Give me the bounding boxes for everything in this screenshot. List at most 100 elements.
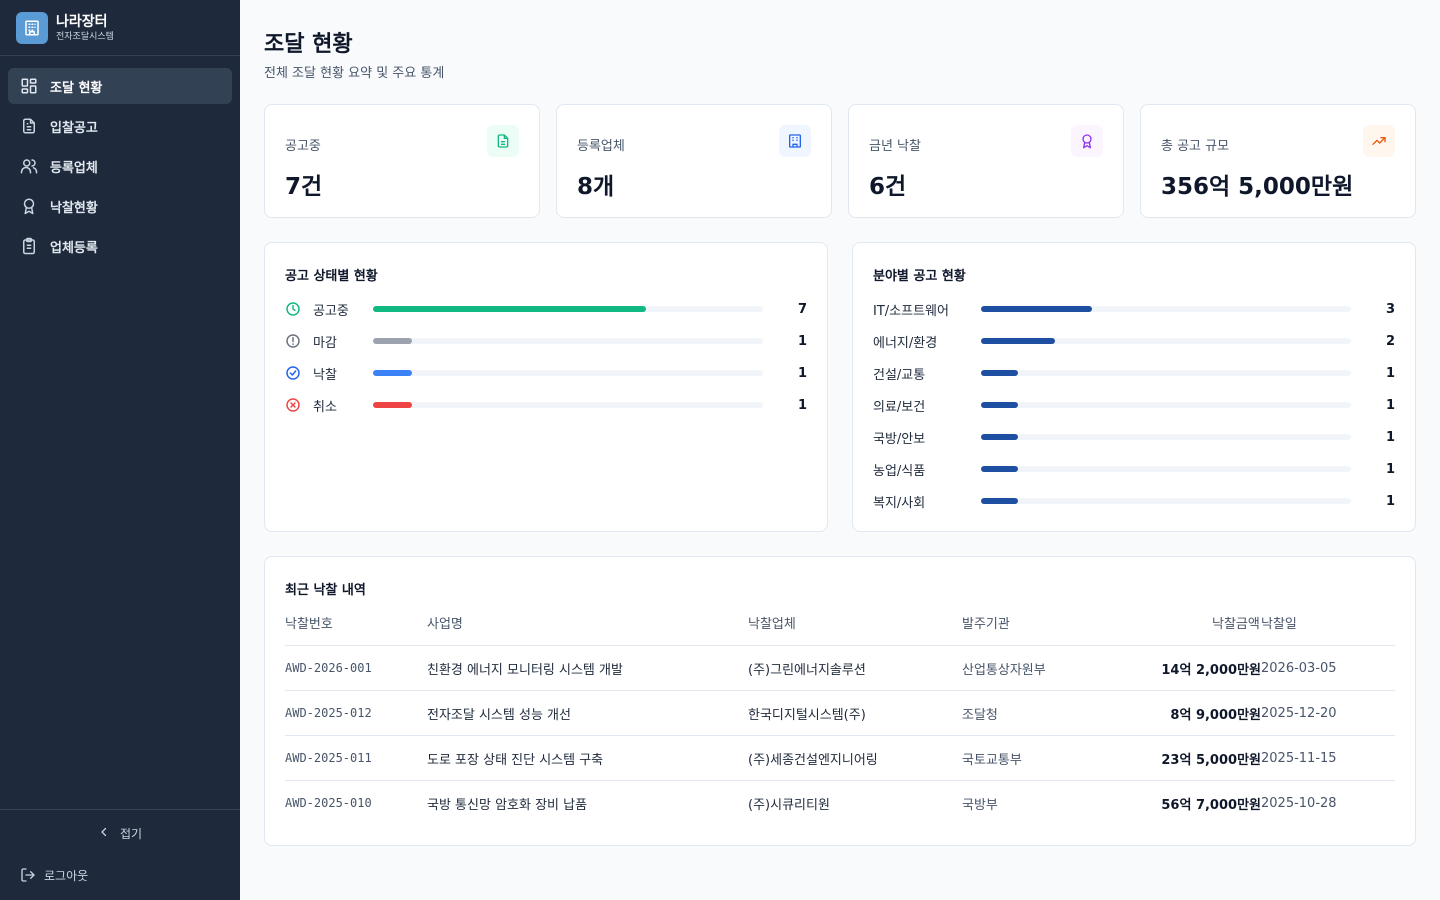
logout-icon [20,867,36,883]
category-bar-fill [981,466,1018,472]
category-bar-track [981,370,1351,376]
award-id: AWD-2025-010 [285,796,372,810]
column-header-date: 낙찰일 [1261,617,1297,632]
category-label: 복지/사회 [873,495,926,511]
stat-value: 356억 5,000만원 [1161,174,1354,200]
status-row-cancelled: 취소 1 [285,395,807,415]
project-name: 친환경 에너지 모니터링 시스템 개발 [427,662,623,678]
sidebar-item-register[interactable]: 업체등록 [8,228,232,264]
clipboard-icon [20,237,38,255]
category-bar-track [981,466,1351,472]
award-date: 2026-03-05 [1261,660,1337,676]
category-count: 1 [1385,429,1395,445]
document-icon [487,125,519,157]
award-amount: 14억 2,000만원 [1161,662,1261,678]
column-header-id: 낙찰번호 [285,617,333,632]
table-row[interactable]: AWD-2025-010 국방 통신망 암호화 장비 납품 (주)시큐리티원 국방부 5… [285,781,1395,826]
table-row[interactable]: AWD-2025-011 도로 포장 상태 진단 시스템 구축 (주)세종건설엔지니… [285,736,1395,781]
column-header-amount: 낙찰금액 [1212,617,1260,632]
brand[interactable]: 나라장터 전자조달시스템 [0,0,240,56]
sidebar-item-label: 등록업체 [50,160,98,176]
sidebar-item-label: 업체등록 [50,240,98,256]
sidebar-item-companies[interactable]: 등록업체 [8,148,232,184]
stat-card-open-bids: 공고중 7건 [264,104,540,218]
status-bar-track [373,338,763,344]
company-name: (주)세종건설엔지니어링 [748,752,878,768]
table-row[interactable]: AWD-2026-001 친환경 에너지 모니터링 시스템 개발 (주)그린에너지솔… [285,646,1395,691]
status-bar-track [373,370,763,376]
stat-value: 7건 [285,174,323,200]
stat-label: 총 공고 규모 [1161,139,1230,154]
column-header-project: 사업명 [427,617,463,632]
agency-name: 조달청 [962,707,998,723]
status-row-closed: 마감 1 [285,331,807,351]
column-header-agency: 발주기관 [962,617,1010,632]
project-name: 국방 통신망 암호화 장비 납품 [427,797,588,813]
stat-value: 6건 [869,174,907,200]
page-title: 조달 현황 [264,32,353,57]
status-count: 7 [797,301,807,317]
category-row: 복지/사회 1 [873,491,1395,511]
stat-card-companies: 등록업체 8개 [556,104,832,218]
award-id: AWD-2026-001 [285,661,372,675]
status-bar-track [373,402,763,408]
status-label: 공고중 [313,303,349,319]
company-name: (주)시큐리티원 [748,797,830,813]
award-id: AWD-2025-012 [285,706,372,720]
company-name: (주)그린에너지솔루션 [748,662,866,678]
category-row: 에너지/환경 2 [873,331,1395,351]
stat-label: 금년 낙찰 [869,139,921,154]
stat-label: 등록업체 [577,139,625,154]
award-date: 2025-11-15 [1261,750,1337,766]
project-name: 도로 포장 상태 진단 시스템 구축 [427,752,604,768]
project-name: 전자조달 시스템 성능 개선 [427,707,571,723]
page-subtitle: 전체 조달 현황 요약 및 주요 통계 [264,66,445,81]
category-row: IT/소프트웨어 3 [873,299,1395,319]
award-date: 2025-12-20 [1261,705,1337,721]
sidebar-item-label: 입찰공고 [50,120,98,136]
stat-card-awards-year: 금년 낙찰 6건 [848,104,1124,218]
alert-circle-icon [285,333,301,349]
check-circle-icon [285,365,301,381]
agency-name: 산업통상자원부 [962,662,1046,678]
sidebar-item-awards[interactable]: 낙찰현황 [8,188,232,224]
building-icon [16,11,48,44]
status-row-open: 공고중 7 [285,299,807,319]
stat-label: 공고중 [285,139,321,154]
award-id: AWD-2025-011 [285,751,372,765]
category-row: 의료/보건 1 [873,395,1395,415]
status-bar-fill [373,338,412,344]
collapse-button[interactable]: 접기 [0,810,240,856]
category-bar-fill [981,338,1055,344]
status-bar-track [373,306,763,312]
building-icon [779,125,811,157]
category-row: 농업/식품 1 [873,459,1395,479]
category-bar-track [981,434,1351,440]
category-bar-fill [981,306,1092,312]
table-row[interactable]: AWD-2025-012 전자조달 시스템 성능 개선 한국디지털시스템(주) 조달청… [285,691,1395,736]
category-label: 농업/식품 [873,463,926,479]
status-label: 낙찰 [313,367,337,383]
status-count: 1 [797,365,807,381]
agency-name: 국토교통부 [962,752,1022,768]
panel-title: 분야별 공고 현황 [873,269,966,284]
category-bar-track [981,338,1351,344]
logout-button[interactable]: 로그아웃 [0,856,240,894]
category-count: 3 [1385,301,1395,317]
category-label: 의료/보건 [873,399,926,415]
status-bar-fill [373,402,412,408]
sidebar-item-dashboard[interactable]: 조달 현황 [8,68,232,104]
status-count: 1 [797,397,807,413]
category-count: 1 [1385,493,1395,509]
category-count: 2 [1385,333,1395,349]
sidebar-footer: 접기 로그아웃 [0,809,240,900]
award-icon [1071,125,1103,157]
status-bar-fill [373,370,412,376]
status-label: 취소 [313,399,337,415]
category-row: 건설/교통 1 [873,363,1395,383]
award-icon [20,197,38,215]
status-count: 1 [797,333,807,349]
sidebar-item-bids[interactable]: 입찰공고 [8,108,232,144]
sidebar-nav: 조달 현황 입찰공고 등록업체 낙찰현황 업체등록 [0,56,240,280]
chevron-left-icon [98,826,110,841]
